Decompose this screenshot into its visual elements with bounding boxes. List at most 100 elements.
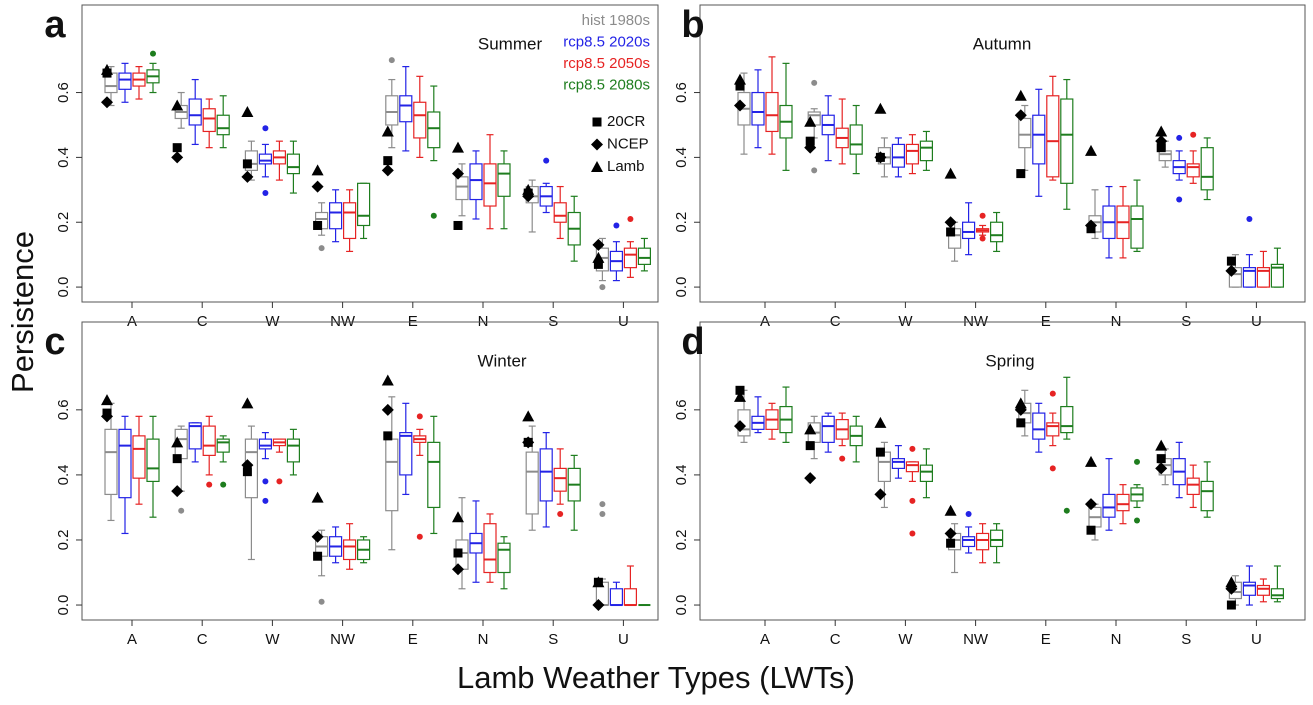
box xyxy=(975,532,990,551)
reference-marker xyxy=(805,136,815,146)
box xyxy=(202,425,216,456)
box xyxy=(609,588,624,606)
reference-marker xyxy=(874,102,887,114)
box xyxy=(1200,480,1214,512)
x-tick-label: E xyxy=(408,631,418,648)
outlier xyxy=(1176,196,1183,203)
panel-letter: b xyxy=(681,4,704,46)
box xyxy=(188,98,202,126)
x-tick-label: U xyxy=(618,313,629,330)
box xyxy=(1102,493,1116,518)
box xyxy=(623,588,638,606)
box xyxy=(1060,98,1074,184)
reference-marker xyxy=(1225,576,1238,588)
x-tick-label: N xyxy=(1111,313,1122,330)
outlier xyxy=(1190,131,1197,138)
reference-marker xyxy=(805,441,815,451)
panel-letter: c xyxy=(44,321,65,363)
box xyxy=(427,441,441,509)
reference-marker xyxy=(1226,600,1236,610)
y-tick-label: 0.0 xyxy=(55,277,72,298)
reference-marker xyxy=(381,374,394,386)
reference-marker xyxy=(946,538,956,548)
reference-marker xyxy=(1155,462,1168,475)
box xyxy=(1270,588,1285,600)
box xyxy=(118,428,132,499)
box xyxy=(427,111,441,149)
plot-frame xyxy=(81,4,659,303)
x-tick-label: A xyxy=(127,313,137,330)
reference-marker xyxy=(313,220,323,230)
y-tick-label: 0.6 xyxy=(55,82,72,103)
reference-marker xyxy=(874,416,887,428)
reference-marker xyxy=(171,99,184,111)
outlier xyxy=(220,481,227,488)
box xyxy=(905,461,920,473)
reference-marker xyxy=(241,105,254,117)
reference-marker xyxy=(804,423,817,435)
reference-marker xyxy=(1014,109,1027,122)
box xyxy=(961,536,976,548)
reference-marker xyxy=(1155,439,1168,451)
legend-marker xyxy=(591,161,603,172)
box xyxy=(905,143,920,165)
reference-marker xyxy=(1085,219,1097,232)
reference-marker xyxy=(1085,455,1097,467)
box xyxy=(553,467,567,492)
reference-marker xyxy=(452,167,464,180)
x-tick-label: U xyxy=(1251,631,1262,648)
box xyxy=(104,428,118,496)
outlier xyxy=(599,501,606,508)
box xyxy=(1046,95,1060,178)
outlier xyxy=(150,50,156,57)
reference-marker xyxy=(1155,125,1168,137)
reference-marker xyxy=(311,164,324,176)
x-tick-label: A xyxy=(760,313,770,330)
reference-marker xyxy=(734,390,746,402)
box xyxy=(891,143,906,168)
outlier xyxy=(178,507,185,514)
box xyxy=(1158,150,1172,162)
panel-title: Autumn xyxy=(973,34,1032,53)
reference-marker xyxy=(1014,89,1027,101)
reference-marker xyxy=(311,491,324,503)
outlier xyxy=(1246,215,1253,222)
legend-label: rcp8.5 2050s xyxy=(563,55,650,72)
box xyxy=(1032,114,1046,165)
box xyxy=(385,95,399,126)
y-tick-label: 0.0 xyxy=(673,277,690,298)
reference-marker xyxy=(101,96,113,109)
box xyxy=(1270,263,1285,288)
box xyxy=(765,91,779,133)
reference-marker xyxy=(1016,169,1026,179)
reference-marker xyxy=(1156,143,1166,153)
box xyxy=(553,202,567,223)
x-tick-label: NW xyxy=(330,631,356,648)
x-tick-label: E xyxy=(1041,631,1051,648)
box xyxy=(989,221,1004,243)
box xyxy=(891,458,906,469)
reference-marker xyxy=(383,431,393,441)
reference-marker xyxy=(734,99,746,112)
outlier xyxy=(599,284,606,291)
outlier xyxy=(627,215,634,222)
reference-marker xyxy=(944,527,957,540)
box xyxy=(821,415,835,443)
outlier xyxy=(262,125,269,132)
x-tick-label: NW xyxy=(963,313,989,330)
panel-title: Winter xyxy=(477,351,526,370)
reference-marker xyxy=(452,141,464,153)
outlier xyxy=(979,235,986,242)
outlier xyxy=(1049,390,1056,397)
x-tick-label: W xyxy=(898,313,913,330)
y-tick-label: 0.2 xyxy=(673,212,690,233)
box xyxy=(202,108,216,133)
outlier xyxy=(276,478,283,485)
outlier xyxy=(965,510,972,517)
reference-marker xyxy=(101,63,113,75)
reference-marker xyxy=(804,472,817,485)
box xyxy=(455,176,469,201)
box xyxy=(216,438,230,453)
reference-marker xyxy=(172,143,182,153)
reference-marker xyxy=(1014,397,1027,409)
